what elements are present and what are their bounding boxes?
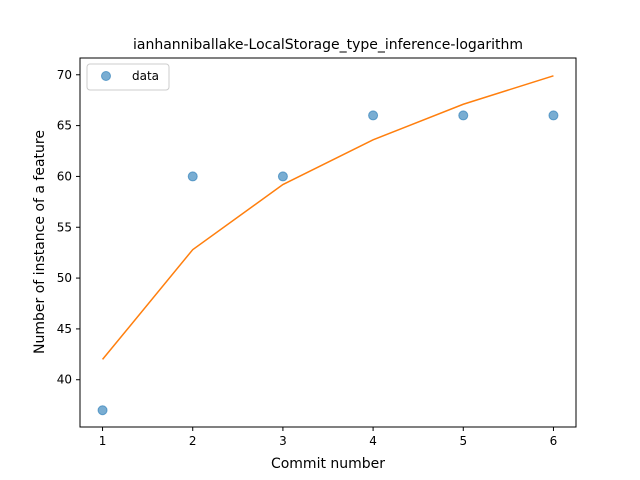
- data-point: [548, 110, 559, 121]
- data-point: [187, 171, 198, 182]
- x-tick-label: 5: [459, 434, 467, 448]
- chart-title: ianhanniballake-LocalStorage_type_infere…: [133, 37, 523, 53]
- data-point: [368, 110, 379, 121]
- x-axis: 1 2 3 4 5 6: [99, 427, 558, 448]
- x-tick-label: 4: [369, 434, 377, 448]
- legend-label-data: data: [132, 69, 159, 83]
- x-tick-label: 3: [279, 434, 287, 448]
- y-tick-label: 55: [57, 220, 72, 234]
- x-tick-label: 1: [99, 434, 107, 448]
- data-point: [458, 110, 469, 121]
- x-tick-label: 2: [189, 434, 197, 448]
- x-tick-label: 6: [550, 434, 558, 448]
- y-axis-label: Number of instance of a feature: [32, 130, 48, 354]
- data-point: [97, 405, 108, 416]
- y-axis: 40 45 50 55 60 65 70: [57, 68, 80, 387]
- y-tick-label: 60: [57, 169, 72, 183]
- y-tick-label: 45: [57, 322, 72, 336]
- y-tick-label: 50: [57, 271, 72, 285]
- y-tick-label: 70: [57, 68, 72, 82]
- legend-box: [86, 63, 170, 91]
- legend: data: [86, 63, 170, 91]
- x-axis-label: Commit number: [271, 456, 385, 472]
- y-tick-label: 40: [57, 373, 72, 387]
- plot-area: [97, 75, 559, 416]
- data-point: [277, 171, 288, 182]
- fit-line: [101, 75, 554, 360]
- plot-frame: [79, 57, 577, 428]
- y-tick-label: 65: [57, 119, 72, 133]
- legend-marker-data: [101, 71, 111, 81]
